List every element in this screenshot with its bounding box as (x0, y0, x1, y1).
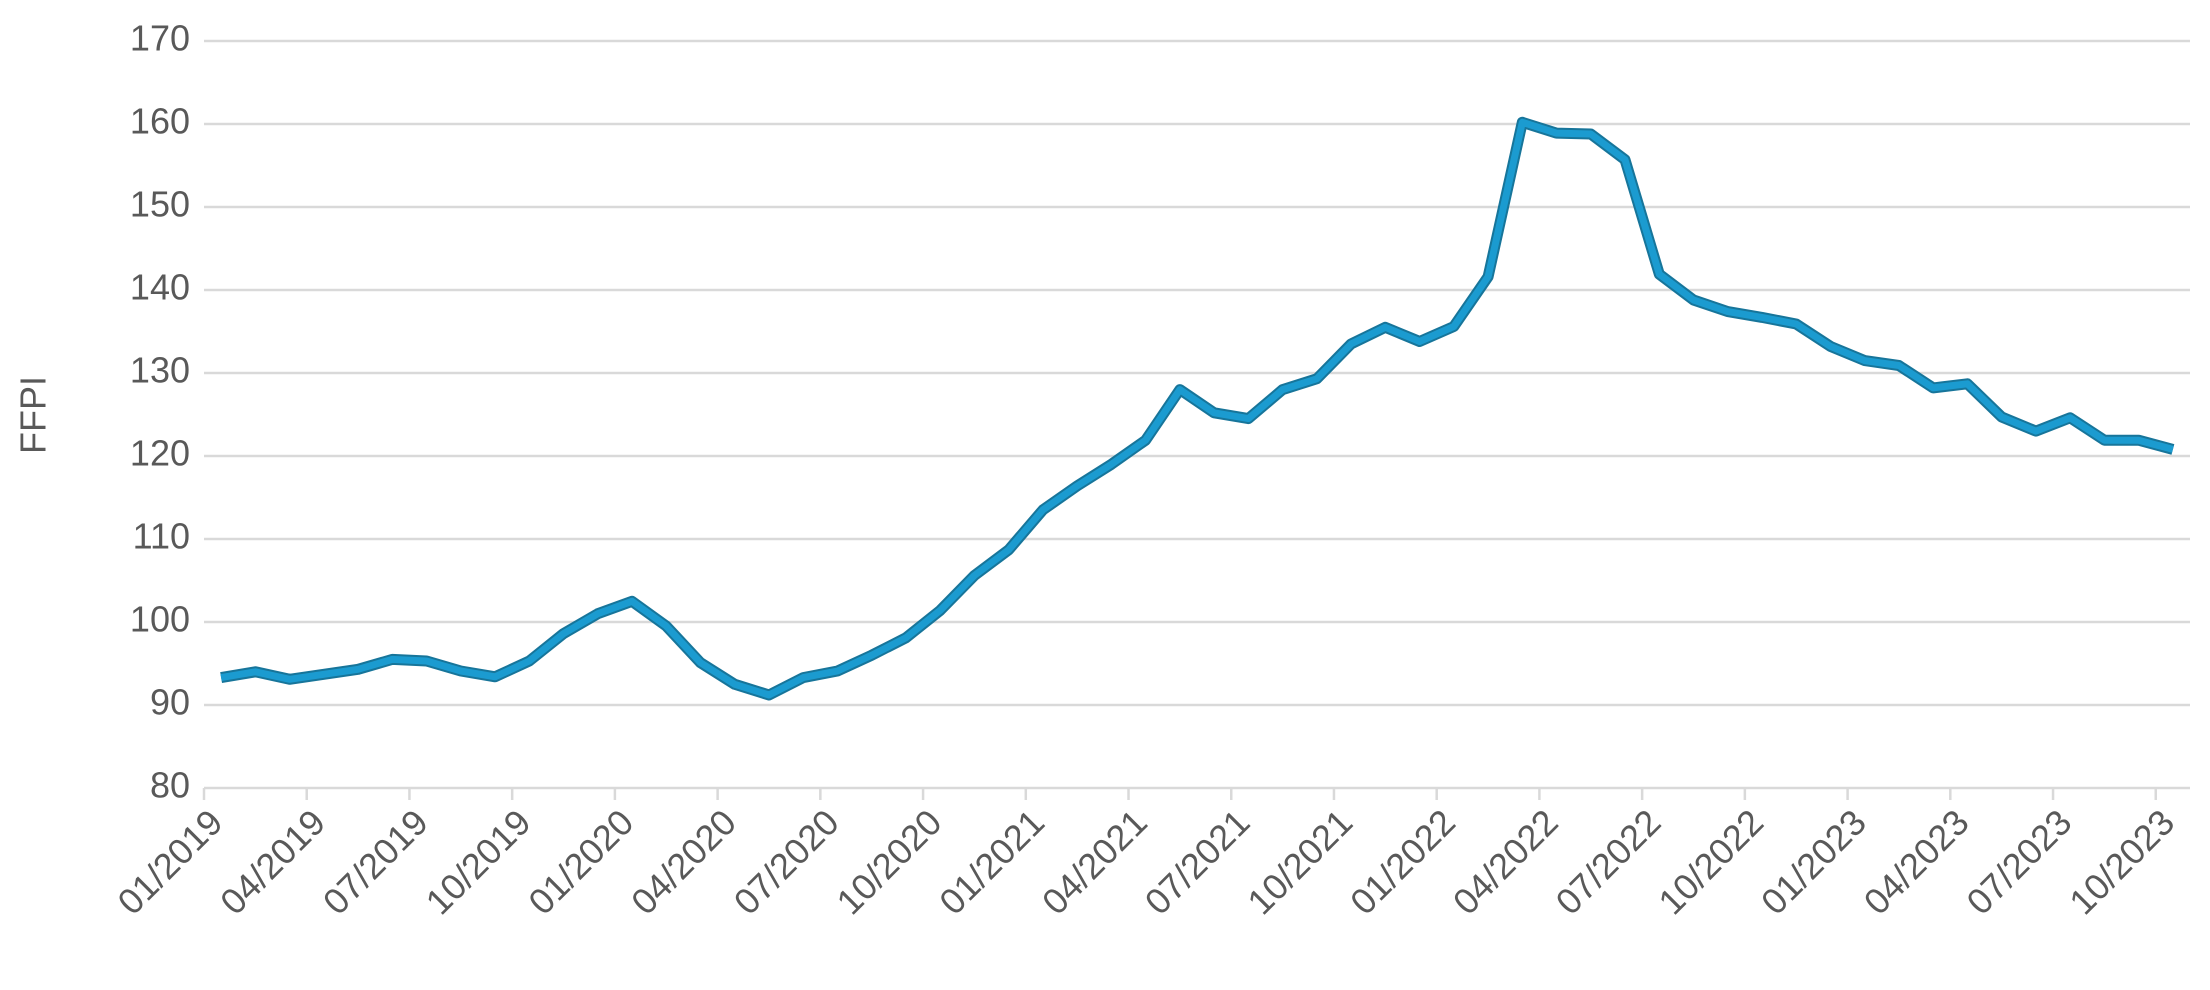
y-tick-label: 150 (130, 184, 190, 225)
y-tick-label: 90 (150, 682, 190, 723)
x-tick-label: 04/2022 (1445, 801, 1566, 922)
x-tick-label: 10/2022 (1650, 801, 1771, 922)
y-tick-label: 80 (150, 765, 190, 806)
y-tick-label: 110 (133, 516, 190, 557)
x-tick-label: 01/2019 (109, 801, 230, 922)
x-tick-label: 07/2019 (315, 801, 436, 922)
x-tick-label: 07/2022 (1548, 801, 1669, 922)
y-tick-label: 160 (130, 101, 190, 142)
x-tick-label: 01/2023 (1753, 801, 1874, 922)
x-tick-label: 04/2019 (212, 801, 333, 922)
x-tick-label: 10/2023 (2061, 801, 2182, 922)
x-tick-label: 01/2021 (931, 801, 1052, 922)
y-axis-label: FFPI (13, 376, 54, 454)
x-tick-label: 10/2019 (418, 801, 539, 922)
line-series-inner (220, 118, 2174, 699)
y-tick-label: 170 (130, 18, 190, 59)
x-tick-label: 10/2020 (828, 801, 949, 922)
x-tick-label: 04/2023 (1856, 801, 1977, 922)
x-tick-label: 07/2020 (726, 801, 847, 922)
x-tick-label: 04/2020 (623, 801, 744, 922)
y-tick-label: 120 (130, 433, 190, 474)
x-tick-label: 01/2022 (1342, 801, 1463, 922)
x-tick-label: 01/2020 (520, 801, 641, 922)
y-tick-label: 140 (130, 267, 190, 308)
y-tick-label: 100 (130, 599, 190, 640)
x-tick-label: 07/2021 (1137, 801, 1258, 922)
x-tick-label: 04/2021 (1034, 801, 1155, 922)
x-tick-label: 10/2021 (1239, 801, 1360, 922)
x-tick-label: 07/2023 (1958, 801, 2079, 922)
y-tick-label: 130 (130, 350, 190, 391)
